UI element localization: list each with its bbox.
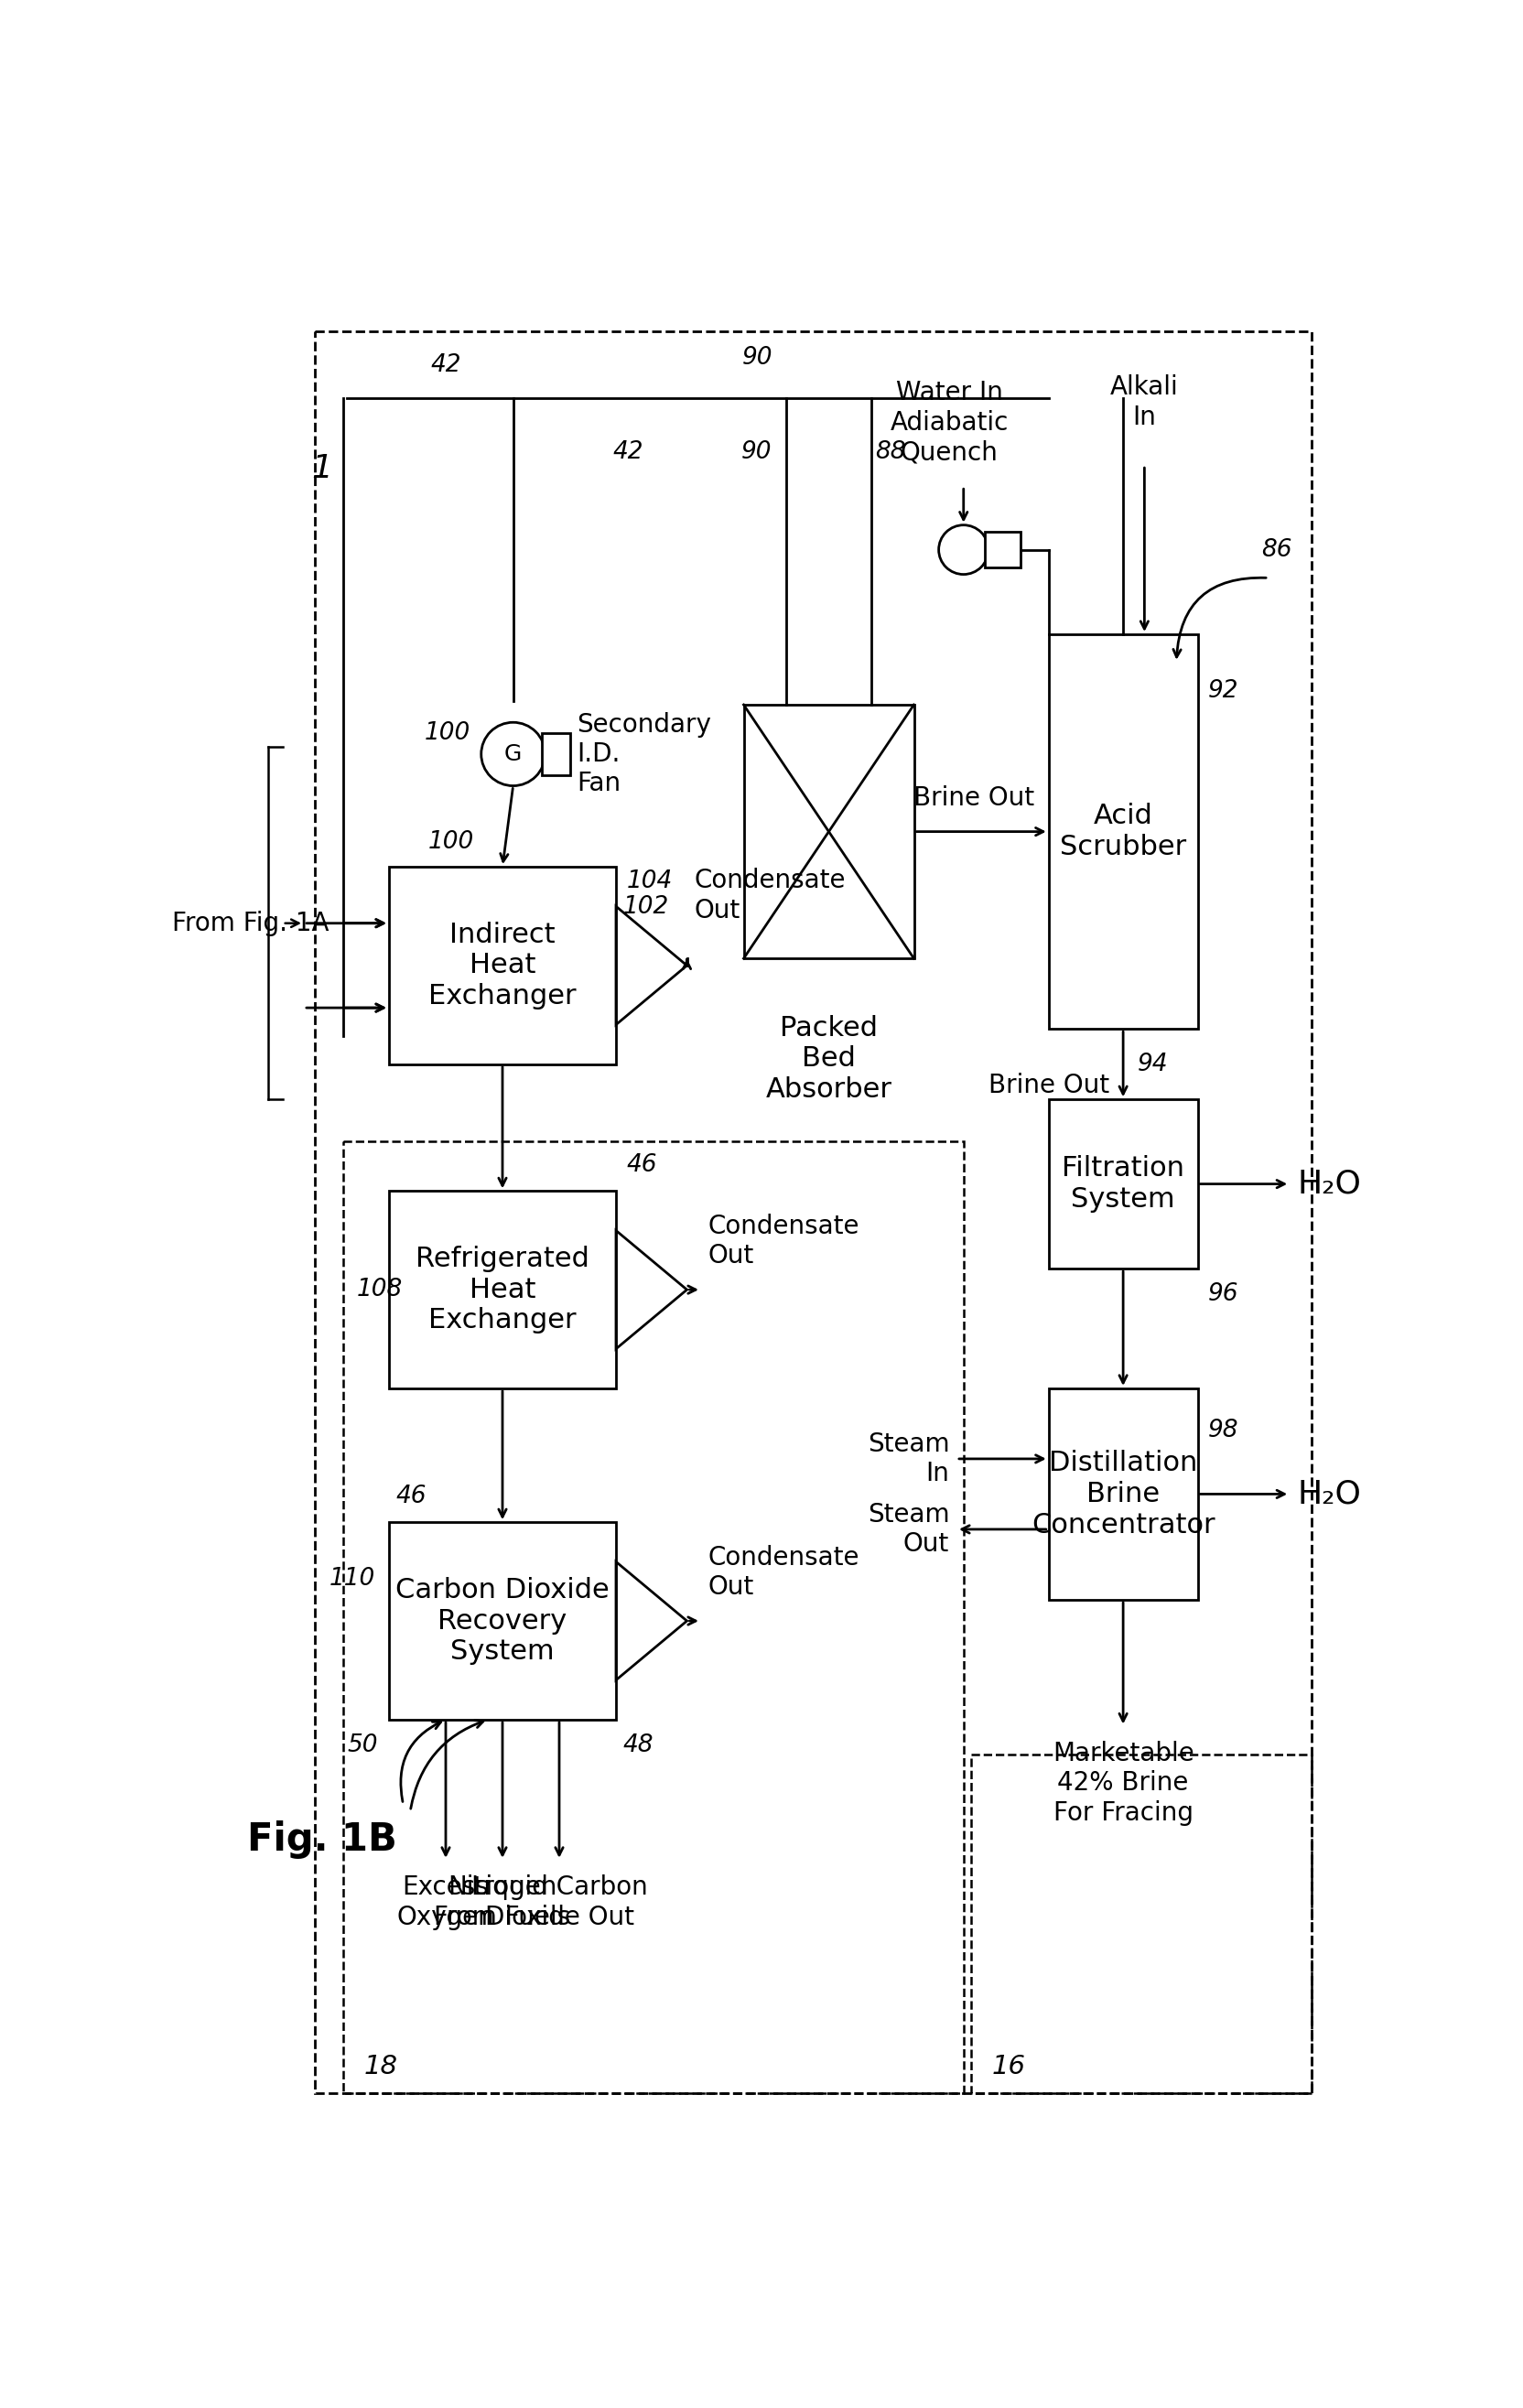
Text: Packed
Bed
Absorber: Packed Bed Absorber bbox=[766, 1014, 892, 1103]
Text: Condensate
Out: Condensate Out bbox=[708, 1544, 859, 1599]
Text: Carbon Dioxide
Recovery
System: Carbon Dioxide Recovery System bbox=[396, 1577, 609, 1664]
Text: Water In
Adiabatic
Quench: Water In Adiabatic Quench bbox=[889, 380, 1008, 465]
Text: 90: 90 bbox=[743, 347, 774, 371]
Text: Indirect
Heat
Exchanger: Indirect Heat Exchanger bbox=[428, 922, 576, 1009]
Text: Filtration
System: Filtration System bbox=[1062, 1156, 1185, 1214]
Text: Liquid Carbon
Dioxide Out: Liquid Carbon Dioxide Out bbox=[471, 1873, 647, 1929]
Text: Steam
In: Steam In bbox=[867, 1430, 949, 1486]
Bar bbox=[1049, 1100, 1197, 1269]
Text: 42: 42 bbox=[612, 441, 643, 465]
Text: Brine Out: Brine Out bbox=[914, 785, 1034, 811]
Text: Condensate
Out: Condensate Out bbox=[708, 1214, 859, 1269]
Text: 42: 42 bbox=[431, 354, 461, 378]
Text: Brine Out: Brine Out bbox=[988, 1072, 1109, 1098]
Text: 16: 16 bbox=[991, 2054, 1027, 2078]
Text: 46: 46 bbox=[626, 1153, 658, 1178]
Text: Steam
Out: Steam Out bbox=[867, 1503, 949, 1558]
Text: 108: 108 bbox=[356, 1279, 404, 1303]
Text: Marketable
42% Brine
For Fracing: Marketable 42% Brine For Fracing bbox=[1052, 1741, 1194, 1825]
Text: Refrigerated
Heat
Exchanger: Refrigerated Heat Exchanger bbox=[416, 1245, 589, 1334]
Bar bbox=[315, 332, 1311, 2093]
Text: H₂O: H₂O bbox=[1298, 1479, 1362, 1510]
Bar bbox=[542, 732, 570, 775]
Bar bbox=[388, 867, 615, 1064]
Text: 94: 94 bbox=[1138, 1052, 1168, 1076]
Text: Condensate
Out: Condensate Out bbox=[694, 867, 845, 922]
Bar bbox=[970, 1755, 1311, 2093]
Bar bbox=[985, 532, 1020, 568]
Text: 18: 18 bbox=[364, 2054, 398, 2078]
Text: G: G bbox=[504, 744, 522, 766]
Circle shape bbox=[938, 525, 988, 576]
Text: 48: 48 bbox=[623, 1734, 653, 1758]
Text: Fig. 1B: Fig. 1B bbox=[247, 1820, 398, 1859]
Text: H₂O: H₂O bbox=[1298, 1168, 1362, 1199]
Bar bbox=[1049, 1389, 1197, 1599]
Text: 102: 102 bbox=[623, 896, 669, 920]
Bar bbox=[743, 706, 914, 958]
Bar bbox=[343, 1141, 964, 2093]
Circle shape bbox=[481, 722, 545, 785]
Text: 46: 46 bbox=[396, 1483, 426, 1507]
Text: 90: 90 bbox=[742, 441, 772, 465]
Text: Acid
Scrubber: Acid Scrubber bbox=[1060, 802, 1186, 860]
Text: 86: 86 bbox=[1261, 537, 1292, 561]
Text: 50: 50 bbox=[347, 1734, 378, 1758]
Text: 100: 100 bbox=[428, 831, 474, 855]
Text: 1: 1 bbox=[311, 453, 332, 484]
Text: 96: 96 bbox=[1208, 1283, 1238, 1308]
Text: 88: 88 bbox=[874, 441, 906, 465]
Text: 110: 110 bbox=[329, 1568, 375, 1592]
Bar bbox=[1049, 633, 1197, 1028]
Text: Excess
Oxygen: Excess Oxygen bbox=[398, 1873, 495, 1929]
Text: Alkali
In: Alkali In bbox=[1110, 376, 1179, 431]
Text: Secondary
I.D.
Fan: Secondary I.D. Fan bbox=[577, 713, 711, 797]
Text: 98: 98 bbox=[1208, 1418, 1238, 1442]
Text: 100: 100 bbox=[425, 720, 471, 744]
Text: 104: 104 bbox=[627, 869, 673, 893]
Bar bbox=[388, 1192, 615, 1389]
Text: Distillation
Brine
Concentrator: Distillation Brine Concentrator bbox=[1031, 1450, 1215, 1539]
Text: Nitrogen
From Fuels: Nitrogen From Fuels bbox=[434, 1873, 571, 1929]
Bar bbox=[388, 1522, 615, 1719]
Text: 92: 92 bbox=[1208, 679, 1238, 703]
Text: From Fig. 1A: From Fig. 1A bbox=[172, 910, 329, 937]
